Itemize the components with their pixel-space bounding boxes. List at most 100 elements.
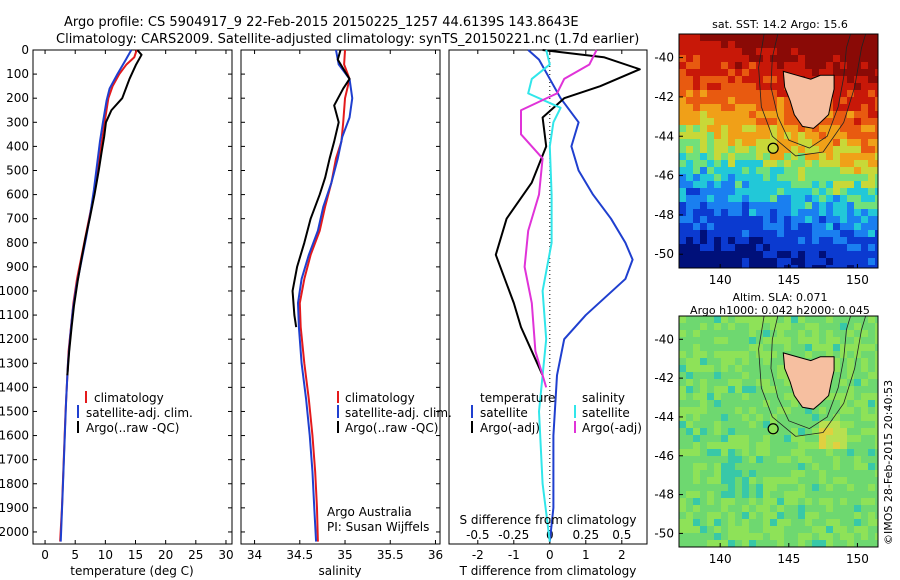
map-cell (679, 337, 686, 344)
map-cell (728, 414, 735, 421)
map-cell (756, 470, 763, 477)
map-cell (686, 365, 693, 372)
map-cell (833, 400, 840, 407)
map-cell (693, 181, 700, 188)
map-cell (833, 330, 840, 337)
map-cell (875, 512, 878, 519)
map-cell (735, 470, 742, 477)
map-cell (875, 337, 878, 344)
map-cell (868, 414, 875, 421)
map-cell (840, 526, 847, 533)
map-cell (763, 209, 770, 216)
map-cell (861, 484, 868, 491)
map-cell (868, 386, 875, 393)
map-cell (728, 188, 735, 195)
map-cell (693, 132, 700, 139)
map-cell (763, 153, 770, 160)
map-cell (798, 258, 805, 265)
map-cell (728, 146, 735, 153)
map-cell (861, 344, 868, 351)
map-cell (819, 167, 826, 174)
map-cell (875, 132, 878, 139)
map-cell (840, 223, 847, 230)
map-cell (693, 153, 700, 160)
map-cell (693, 435, 700, 442)
map-cell (861, 435, 868, 442)
map-cell (875, 97, 878, 104)
map-cell (791, 337, 798, 344)
map-cell (847, 153, 854, 160)
map-cell (770, 484, 777, 491)
map-cell (847, 393, 854, 400)
map-cell (791, 449, 798, 456)
x-top-tick-label: 0.25 (572, 528, 599, 542)
map-cell (826, 153, 833, 160)
map-cell (707, 76, 714, 83)
map-cell (861, 414, 868, 421)
map-cell (798, 442, 805, 449)
map-cell (749, 351, 756, 358)
map-cell (770, 533, 777, 540)
map-cell (707, 83, 714, 90)
map-cell (840, 90, 847, 97)
map-cell (840, 316, 847, 323)
map-cell (840, 351, 847, 358)
map-cell (854, 323, 861, 330)
map-cell (868, 146, 875, 153)
map-cell (749, 386, 756, 393)
map-cell (854, 202, 861, 209)
map-cell (763, 174, 770, 181)
map-cell (861, 463, 868, 470)
map-cell (742, 435, 749, 442)
map-cell (805, 407, 812, 414)
map-cell (868, 244, 875, 251)
map-cell (777, 188, 784, 195)
map-cell (679, 244, 686, 251)
map-lat-label: -48 (654, 208, 674, 222)
map-cell (770, 125, 777, 132)
map-cell (777, 202, 784, 209)
map-cell (721, 407, 728, 414)
map-cell (819, 400, 826, 407)
map-cell (784, 505, 791, 512)
map-cell (735, 435, 742, 442)
map-cell (840, 491, 847, 498)
map-cell (861, 125, 868, 132)
map-cell (854, 372, 861, 379)
map-cell (763, 533, 770, 540)
diff-legend-sal-argo: Argo(-adj) (582, 421, 642, 435)
x-tick-label: 0 (546, 548, 554, 562)
map-cell (742, 251, 749, 258)
map-cell (700, 41, 707, 48)
map-cell (679, 477, 686, 484)
map-cell (819, 237, 826, 244)
map-cell (735, 330, 742, 337)
map-cell (742, 216, 749, 223)
map-cell (686, 449, 693, 456)
map-cell (791, 533, 798, 540)
map-cell (833, 62, 840, 69)
map-cell (861, 230, 868, 237)
map-cell (826, 421, 833, 428)
map-cell (861, 216, 868, 223)
map-cell (826, 442, 833, 449)
map-cell (833, 386, 840, 393)
map-cell (875, 118, 878, 125)
map-cell (735, 449, 742, 456)
x-tick-label: 34 (247, 548, 262, 562)
map-cell (840, 337, 847, 344)
map-cell (875, 456, 878, 463)
map-cell (777, 540, 784, 547)
map-cell (756, 330, 763, 337)
map-cell (735, 491, 742, 498)
map-cell (693, 344, 700, 351)
map-cell (756, 55, 763, 62)
map-cell (784, 498, 791, 505)
map-cell (735, 428, 742, 435)
map-cell (826, 132, 833, 139)
map-cell (714, 400, 721, 407)
map-cell (854, 62, 861, 69)
map-cell (721, 316, 728, 323)
map-lon-label: 145 (777, 273, 800, 287)
map-cell (763, 69, 770, 76)
